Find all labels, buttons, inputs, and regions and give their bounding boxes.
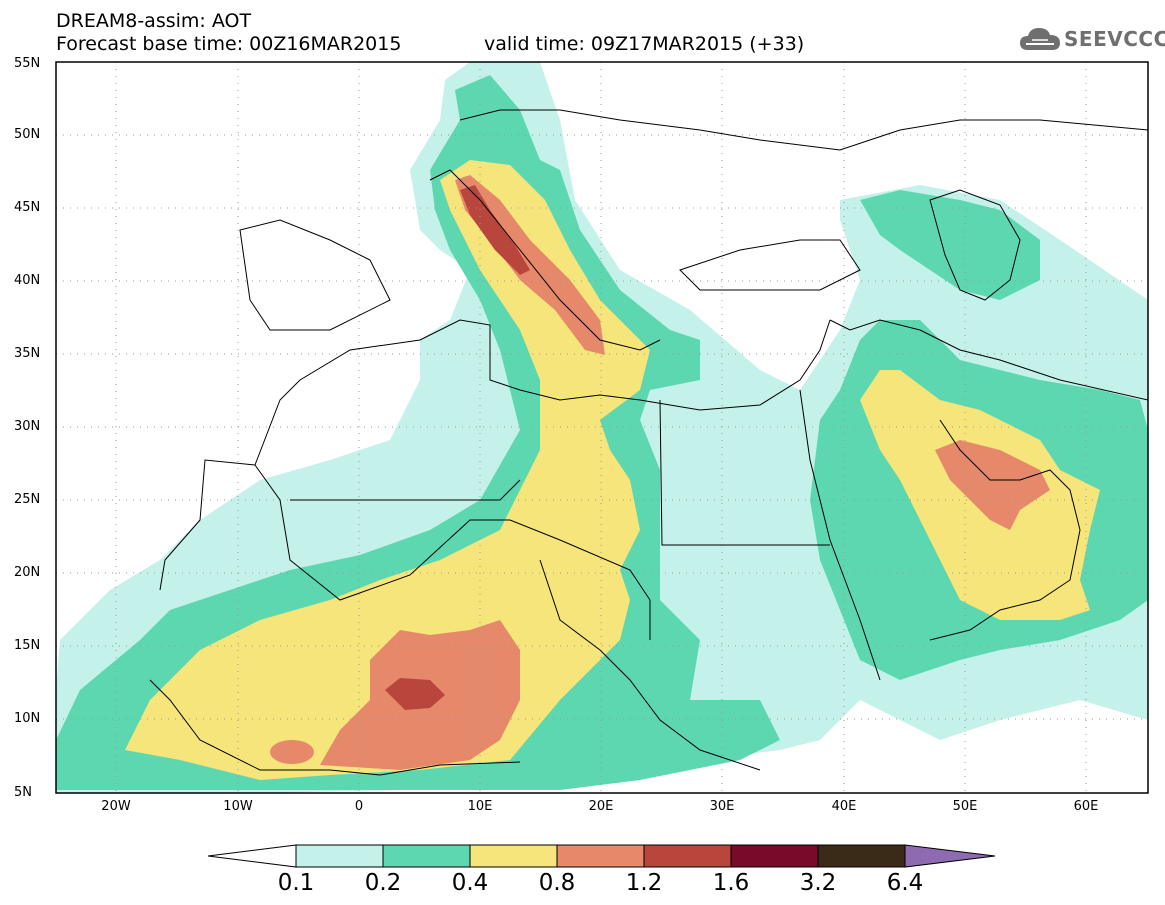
map-title: DREAM8-assim: AOT: [56, 10, 252, 32]
colorbar-label: 3.2: [799, 870, 837, 896]
lon-label: 0: [354, 799, 364, 814]
lon-label: 20W: [101, 799, 131, 814]
seevccc-logo: SEEVCCC: [1018, 23, 1165, 55]
aot-contour-0.4: [125, 160, 650, 780]
lon-label: 50E: [952, 799, 978, 814]
lat-label: 10N: [14, 711, 41, 726]
lat-label: 5N: [14, 785, 32, 800]
cloud-icon: [1020, 28, 1060, 50]
coastlines: [149, 109, 1149, 776]
grid-lines: [56, 62, 1148, 793]
lon-label: 60E: [1073, 799, 1099, 814]
colorbar-label: 0.8: [538, 870, 576, 896]
aot-contour-0.2-caspian: [860, 190, 1040, 300]
lat-label: 50N: [14, 127, 41, 142]
lon-label: 40E: [831, 799, 857, 814]
forecast-base-time: Forecast base time: 00Z16MAR2015: [56, 33, 402, 55]
valid-time: valid time: 09Z17MAR2015 (+33): [484, 33, 805, 55]
colorbar-label: 1.2: [625, 870, 663, 896]
aot-contour-0.8-gulf: [935, 440, 1050, 530]
lat-label: 20N: [14, 565, 41, 580]
colorbar-label: 6.4: [886, 870, 924, 896]
colorbar-label: 0.4: [451, 870, 489, 896]
lat-label: 35N: [14, 346, 41, 361]
lon-label: 10E: [467, 799, 493, 814]
colorbar-label: 0.1: [277, 870, 315, 896]
lat-label: 15N: [14, 638, 41, 653]
aot-contour-1.2-italy: [460, 185, 530, 275]
logo-text: SEEVCCC: [1064, 27, 1165, 51]
lon-label: 30E: [709, 799, 735, 814]
lat-label: 55N: [14, 56, 41, 71]
aot-contour-0.8-blob: [270, 740, 314, 764]
lat-label: 40N: [14, 273, 41, 288]
lat-label: 30N: [14, 419, 41, 434]
aot-contour-1.2: [385, 678, 445, 710]
lat-label: 45N: [14, 200, 41, 215]
colorbar-label: 0.2: [364, 870, 402, 896]
lon-label: 20E: [588, 799, 614, 814]
map-frame: [55, 61, 1149, 794]
lon-label: 10W: [223, 799, 253, 814]
colorbar-label: 1.6: [712, 870, 750, 896]
lat-label: 25N: [14, 492, 41, 507]
